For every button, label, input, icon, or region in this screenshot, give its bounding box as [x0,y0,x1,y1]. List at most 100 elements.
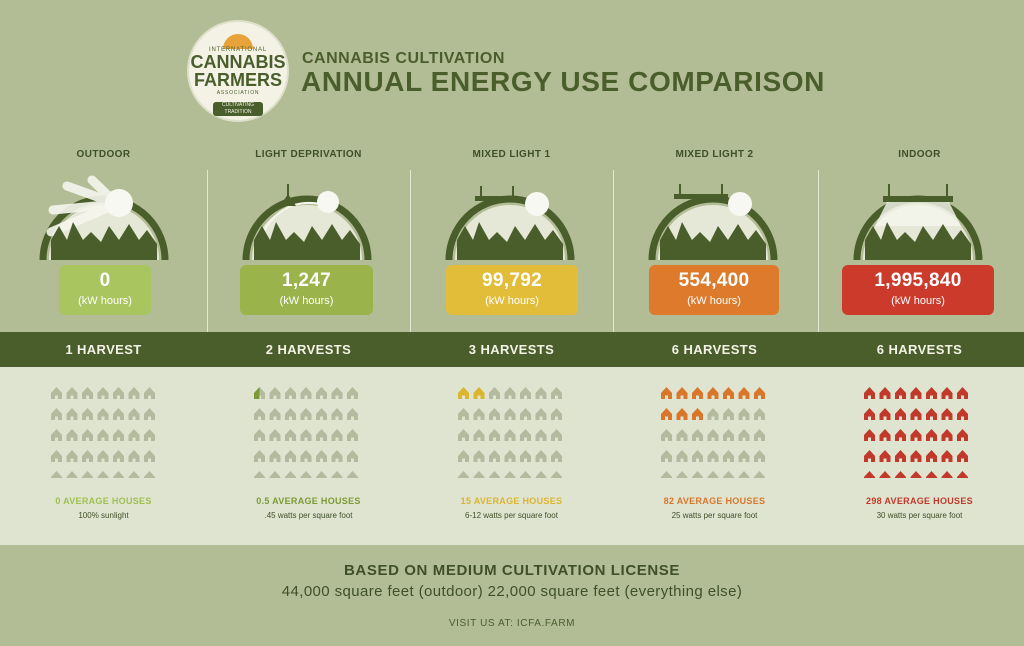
house-icon [347,387,358,399]
sunrise-icon [223,34,253,49]
energy-value: 0 [99,270,111,291]
house-icon [707,408,719,420]
house-icon [676,408,688,420]
house-icon [957,429,968,441]
watts-label: 100% sunlight [78,511,129,520]
house-icon [738,408,750,420]
house-icon [458,429,469,441]
house-icon [66,471,78,478]
house-icon [300,429,312,441]
harvest-label: 3 HARVESTS [468,342,555,357]
logo-line-2: CANNABIS [190,52,286,72]
energy-value: 99,792 [482,270,542,291]
energy-value: 554,400 [678,270,750,291]
mixed-light-1-lamp-icon [445,186,575,260]
house-icon [551,471,562,478]
house-icon [707,387,719,399]
house-icon [82,387,93,399]
house-icon [879,429,891,441]
house-icon [707,429,719,441]
column-header-indoor: INDOOR [818,148,1021,160]
average-houses-label: 0.5 AVERAGE HOUSES [256,496,361,506]
house-icon [128,408,140,420]
house-icon [504,450,516,462]
house-icon [910,471,922,478]
houses-grid-mixed-light-1 [458,387,562,478]
column-name: LIGHT DEPRIVATION [255,149,362,160]
house-icon [738,429,750,441]
house-icon [66,408,78,420]
column-divider [818,170,819,366]
house-icon [723,429,734,441]
house-icon [51,429,62,441]
column-header-outdoor: OUTDOOR [2,148,205,160]
page-subtitle: CANNABIS CULTIVATION [302,50,505,67]
light-deprivation-lamp-icon [242,184,372,260]
house-icon [910,429,922,441]
house-icon [489,429,500,441]
energy-value: 1,995,840 [874,270,962,291]
house-icon [910,387,922,399]
house-icon [347,429,358,441]
house-icon [82,429,93,441]
average-houses-label: 82 AVERAGE HOUSES [663,496,766,506]
house-icon [285,408,296,420]
house-icon [269,429,281,441]
harvest-label: 6 HARVESTS [876,342,963,357]
house-icon [692,408,703,420]
average-houses-label: 298 AVERAGE HOUSES [866,496,973,506]
house-icon [661,471,672,478]
house-icon [754,387,765,399]
column-name: MIXED LIGHT 2 [675,149,754,160]
house-icon [754,408,765,420]
logo-line-1: INTERNATIONAL [209,47,267,53]
house-icon [723,408,734,420]
outdoor-sun-icon [39,175,169,260]
house-icon [489,471,500,478]
house-icon [676,387,688,399]
house-icon [285,387,296,399]
energy-value-light-deprivation: 1,247 (kW hours) [240,265,373,315]
energy-unit: (kW hours) [485,295,539,307]
column-name: INDOOR [898,149,941,160]
house-icon [723,450,734,462]
page-title: ANNUAL ENERGY USE COMPARISON [301,66,825,97]
house-icon [895,408,906,420]
logo-ribbon: CULTIVATING TRADITION [213,102,263,116]
house-icon [551,408,562,420]
house-icon [910,450,922,462]
watts-label: .45 watts per square foot [264,511,353,520]
house-icon [331,429,343,441]
house-icon [473,450,485,462]
logo-ribbon-text: CULTIVATING TRADITION [222,102,254,115]
website-link[interactable]: VISIT US AT: ICFA.FARM [448,618,576,629]
house-icon [692,450,703,462]
harvest-label: 6 HARVESTS [671,342,758,357]
house-icon [489,387,500,399]
houses-grid-light-deprivation [254,387,358,478]
house-icon [300,471,312,478]
house-icon [738,387,750,399]
house-icon [520,471,531,478]
house-icon [97,408,109,420]
house-icon [692,429,703,441]
house-icon [723,387,734,399]
house-icon [661,429,672,441]
indoor-lamp-icon [853,184,983,260]
house-icon [82,450,93,462]
house-icon [458,450,469,462]
house-icon [144,429,155,441]
house-icon [738,471,750,478]
house-icon [661,408,672,420]
house-icon [535,429,547,441]
house-icon [864,471,875,478]
house-icon [285,429,296,441]
house-icon [269,408,281,420]
column-divider [410,170,411,366]
house-icon [535,450,547,462]
houses-grid-outdoor [51,387,155,478]
house-icon [97,429,109,441]
house-icon [551,387,562,399]
harvest-label: 1 HARVEST [65,342,142,357]
house-icon [144,450,155,462]
